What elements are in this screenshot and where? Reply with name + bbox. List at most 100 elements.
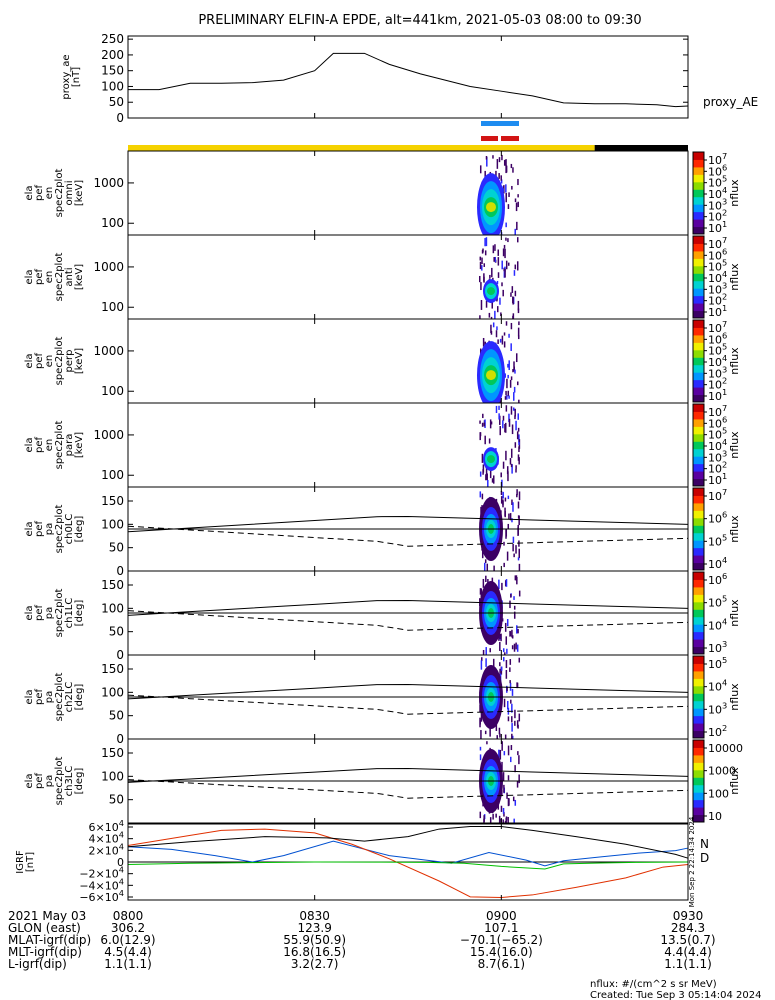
speckle-cell xyxy=(485,575,487,583)
colorbar-tick-label: 102 xyxy=(708,376,727,392)
colorbar-segment xyxy=(693,572,704,580)
colorbar-segment xyxy=(693,601,704,610)
speckle-cell xyxy=(482,469,484,475)
y-tick-label: 100 xyxy=(101,685,124,699)
speckle-cell xyxy=(515,465,517,470)
colorbar-segment xyxy=(693,631,704,640)
y-tick-label: 1000 xyxy=(93,176,124,190)
speckle-cell xyxy=(518,457,520,465)
colorbar-label: nflux xyxy=(728,599,741,627)
speckle-cell xyxy=(517,751,519,756)
speckle-cell xyxy=(510,292,512,297)
speckle-cell xyxy=(509,379,512,388)
speckle-cell xyxy=(518,774,520,784)
panel-ylabel-line: ch3LC xyxy=(64,766,75,797)
colorbar-tick-label: 106 xyxy=(708,571,727,587)
anti-loss-cone-line xyxy=(127,610,689,631)
speckle-cell xyxy=(505,165,507,174)
speckle-cell xyxy=(507,700,509,710)
colorbar-segment xyxy=(693,387,704,396)
colorbar-segment xyxy=(693,265,704,274)
colorbar-segment xyxy=(693,280,704,289)
speckle-cell xyxy=(500,175,502,181)
speckle-cell xyxy=(516,431,519,440)
speckle-cell xyxy=(485,155,488,160)
colorbar-segment xyxy=(693,723,704,732)
colorbar-segment xyxy=(693,327,704,336)
panel-ylabel-line: ela xyxy=(24,185,35,200)
speckle-cell xyxy=(503,244,506,249)
speckle-cell xyxy=(481,493,484,500)
colorbar-tick-label: 106 xyxy=(708,246,727,262)
panel-ylabel-line: pa xyxy=(44,691,55,703)
colorbar-label: nflux xyxy=(728,431,741,459)
y-tick-label: −4×104 xyxy=(79,876,124,892)
speckle-cell xyxy=(479,165,482,174)
speckle-cell xyxy=(479,588,482,595)
speckle-cell xyxy=(488,438,491,444)
colorbar-segment xyxy=(693,189,704,198)
speckle-cell xyxy=(483,815,485,822)
speckle-cell xyxy=(516,237,519,243)
speckle-cell xyxy=(517,381,519,386)
panel-ylabel-line: pef xyxy=(34,269,45,286)
speckle-cell xyxy=(481,257,483,265)
speckle-cell xyxy=(498,157,501,163)
speckle-cell xyxy=(503,267,505,272)
speckle-cell xyxy=(511,635,514,639)
colorbar-segment xyxy=(693,273,704,282)
y-tick-label: 1000 xyxy=(93,344,124,358)
colorbar-segment xyxy=(693,715,704,724)
speckle-cell xyxy=(515,545,517,554)
speckle-cell xyxy=(500,496,503,504)
speckle-cell xyxy=(504,580,507,587)
footer-row-value: 1.1(1.1) xyxy=(664,957,712,971)
speckle-cell xyxy=(505,321,508,326)
y-tick-label: 150 xyxy=(101,746,124,760)
panel-ylabel-line: pa xyxy=(44,523,55,535)
speckle-cell xyxy=(516,261,519,271)
y-tick-label: 50 xyxy=(109,541,124,555)
speckle-cell xyxy=(511,645,514,650)
colorbar-segment xyxy=(693,747,704,756)
speckle-cell xyxy=(481,265,483,271)
y-tick-label: 100 xyxy=(101,300,124,314)
colorbar-tick-label: 105 xyxy=(708,426,727,442)
speckle-cell xyxy=(518,399,520,405)
speckle-cell xyxy=(510,593,512,598)
speckle-cell xyxy=(479,720,481,725)
footer-row-label: 2021 May 03 xyxy=(8,909,86,923)
speckle-cell xyxy=(504,396,507,400)
colorbar-tick-label: 107 xyxy=(708,487,727,503)
colorbar-tick-label: 107 xyxy=(708,235,727,251)
speckle-cell xyxy=(507,390,510,397)
speckle-cell xyxy=(492,658,495,669)
speckle-cell xyxy=(510,756,512,763)
speckle-cell xyxy=(481,505,483,510)
speckle-cell xyxy=(507,523,510,529)
colorbar-segment xyxy=(693,708,704,717)
panel-ylabel-line: ch0LC xyxy=(64,514,75,545)
speckle-cell xyxy=(516,494,518,498)
colorbar-tick-label: 101 xyxy=(708,303,727,319)
speckle-cell xyxy=(479,275,481,283)
colorbar-segment xyxy=(693,579,704,588)
speckle-cell xyxy=(505,579,508,587)
panel-ylabel-line: pef xyxy=(34,773,45,790)
footer-row-value: 123.9 xyxy=(297,921,331,935)
speckle-cell xyxy=(479,491,482,498)
colorbar-segment xyxy=(693,646,704,655)
footer-row-value: 13.5(0.7) xyxy=(660,933,715,947)
colorbar-label: nflux xyxy=(728,515,741,543)
speckle-cell xyxy=(481,249,484,254)
speckle-cell xyxy=(504,268,506,278)
colorbar-frame xyxy=(692,655,705,739)
colorbar-segment xyxy=(693,394,704,403)
speckle-cell xyxy=(479,746,482,751)
speckle-cell xyxy=(480,660,483,670)
speckle-cell xyxy=(505,659,508,669)
speckle-cell xyxy=(514,799,517,806)
colorbar-segment xyxy=(693,342,704,351)
speckle-cell xyxy=(503,341,506,348)
